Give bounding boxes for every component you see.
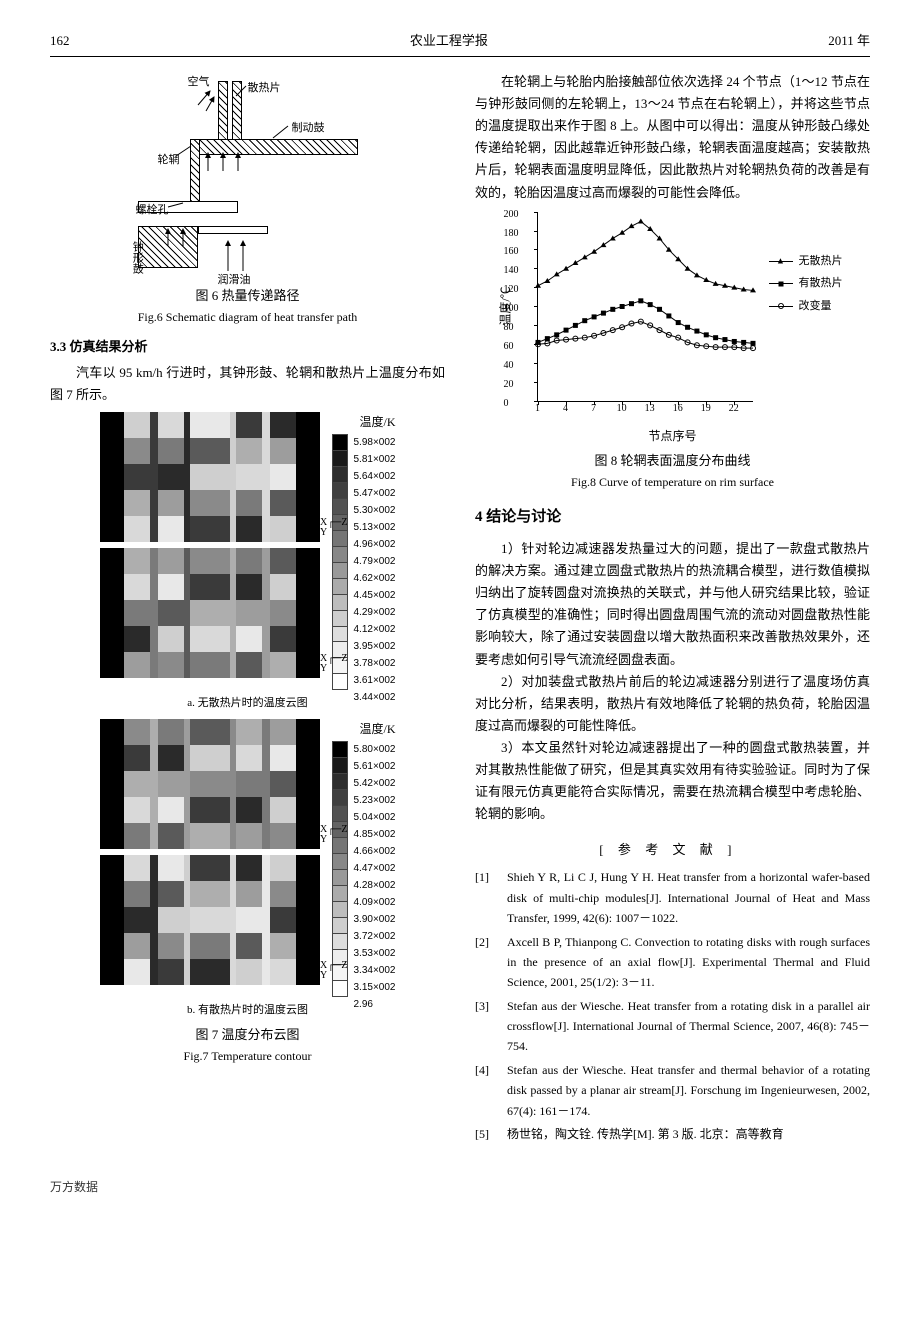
sec4-p1: 1）针对轮边减速器发热量过大的问题，提出了一款盘式散热片的解决方案。通过建立圆盘… [475, 538, 870, 671]
reference-item: [2]Axcell B P, Thianpong C. Convection t… [475, 932, 870, 993]
sec4-p3: 3）本文虽然针对轮边减速器提出了一种的圆盘式散热装置，并对其散热性能做了研究，但… [475, 737, 870, 825]
fig8-caption-cn: 图 8 轮辋表面温度分布曲线 [475, 450, 870, 472]
sec4-p2: 2）对加装盘式散热片前后的轮边减速器分别进行了温度场仿真对比分析，结果表明，散热… [475, 671, 870, 737]
fig6-label-oil: 润滑油 [218, 271, 251, 290]
left-column: 空气 散热片 制动鼓 轮辋 螺栓孔 钟形鼓 润滑油 图 6 热量传递路径 Fig… [50, 71, 445, 1147]
references-heading: [参考文献] [475, 839, 870, 861]
right-intro-text: 在轮辋上与轮胎内胎接触部位依次选择 24 个节点（1～12 节点在与钟形鼓同侧的… [475, 71, 870, 204]
figure-7b: X┌─ZY X┌─ZY 温度/K 5.80×0025.61×0025.42×00… [50, 719, 445, 997]
reference-item: [4]Stefan aus der Wiesche. Heat transfer… [475, 1060, 870, 1121]
fig6-label-bolt: 螺栓孔 [136, 201, 169, 220]
figure-6-diagram: 空气 散热片 制动鼓 轮辋 螺栓孔 钟形鼓 润滑油 [128, 71, 368, 281]
fig6-caption-en: Fig.6 Schematic diagram of heat transfer… [50, 307, 445, 327]
reference-item: [5]杨世铭，陶文铨. 传热学[M]. 第 3 版. 北京：高等教育 [475, 1124, 870, 1144]
page-year: 2011 年 [828, 30, 870, 52]
page-header: 162 农业工程学报 2011 年 [50, 30, 870, 57]
fig8-caption-en: Fig.8 Curve of temperature on rim surfac… [475, 472, 870, 492]
cbar-b-title: 温度/K [332, 719, 396, 739]
fig6-label-rim: 轮辋 [158, 151, 180, 170]
figure-8-chart: 温度/℃ ▲无散热片 有散热片 改变量 02040608010012014016… [503, 212, 843, 446]
fig8-legend: ▲无散热片 有散热片 改变量 [769, 252, 843, 320]
fig6-label-drum: 制动鼓 [292, 119, 325, 138]
section-4-heading: 4 结论与讨论 [475, 505, 870, 531]
reference-item: [1]Shieh Y R, Li C J, Hung Y H. Heat tra… [475, 867, 870, 928]
references-list: [1]Shieh Y R, Li C J, Hung Y H. Heat tra… [475, 867, 870, 1144]
right-column: 在轮辋上与轮胎内胎接触部位依次选择 24 个节点（1～12 节点在与钟形鼓同侧的… [475, 71, 870, 1147]
fig7-caption-en: Fig.7 Temperature contour [50, 1046, 445, 1066]
fig8-xlabel: 节点序号 [503, 426, 843, 446]
fig6-label-air: 空气 [188, 73, 210, 92]
database-footer: 万方数据 [50, 1177, 870, 1197]
fig6-label-fin: 散热片 [248, 79, 281, 98]
page-number: 162 [50, 30, 70, 52]
fig7-caption-cn: 图 7 温度分布云图 [50, 1024, 445, 1046]
sec3-3-p1: 汽车以 95 km/h 行进时，其钟形鼓、轮辋和散热片上温度分布如图 7 所示。 [50, 362, 445, 406]
cbar-a-title: 温度/K [332, 412, 396, 432]
fig6-label-bell: 钟形鼓 [128, 241, 147, 274]
reference-item: [3]Stefan aus der Wiesche. Heat transfer… [475, 996, 870, 1057]
section-3-3-heading: 3.3 仿真结果分析 [50, 336, 445, 358]
figure-7a: X┌─ZY X┌─ZY 温度/K 5.98×0025.81×0025.64×00… [50, 412, 445, 690]
journal-name: 农业工程学报 [410, 30, 488, 52]
